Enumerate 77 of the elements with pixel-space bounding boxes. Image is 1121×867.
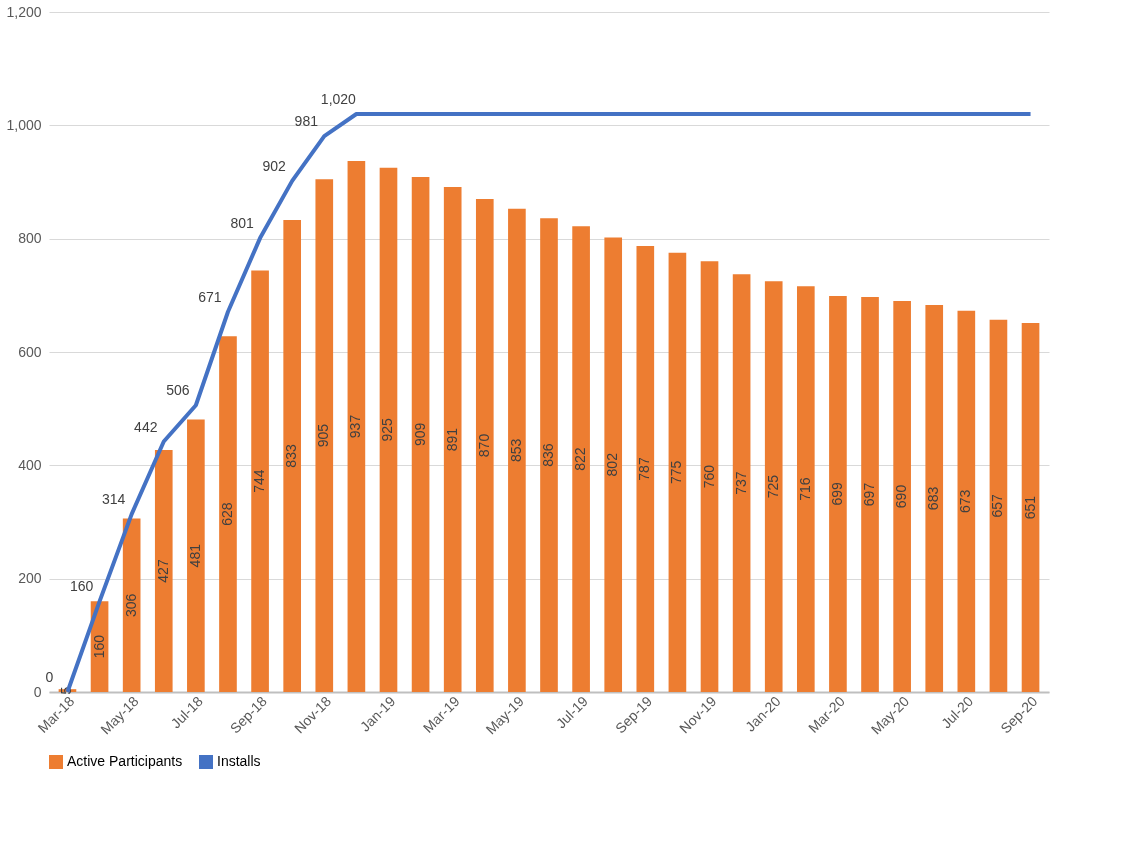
bar	[508, 208, 526, 692]
data-label: 822	[572, 447, 589, 471]
data-label: 160	[90, 634, 107, 659]
bar	[989, 319, 1008, 692]
bar	[829, 295, 847, 692]
data-label: 442	[134, 418, 158, 435]
bar	[893, 301, 911, 692]
data-label: 737	[732, 471, 749, 495]
y-tick-label: 1,000	[6, 116, 42, 133]
bar	[315, 179, 334, 692]
data-label: 699	[828, 482, 845, 506]
bar	[700, 261, 719, 692]
data-label: 787	[636, 457, 653, 481]
data-label: 657	[989, 493, 1006, 518]
data-label: 651	[1021, 495, 1038, 520]
bar	[636, 246, 655, 692]
bar	[219, 336, 237, 692]
y-tick-label: 800	[18, 230, 42, 247]
data-label: 160	[69, 578, 94, 595]
bar	[668, 252, 687, 692]
data-label: 725	[764, 474, 781, 499]
bar	[732, 274, 751, 692]
data-label: 801	[230, 215, 254, 232]
data-label: 306	[122, 593, 139, 617]
data-label: 744	[251, 469, 268, 493]
y-tick-label: 200	[18, 570, 42, 587]
bar	[251, 270, 269, 692]
data-label: 905	[315, 423, 332, 448]
data-label: 1,020	[320, 91, 357, 107]
data-label: 902	[262, 157, 287, 174]
data-label: 802	[604, 452, 621, 477]
data-label: 937	[347, 414, 364, 439]
data-label: 870	[475, 433, 492, 458]
legend-label: Active Participants	[67, 753, 183, 769]
data-label: 697	[861, 482, 878, 507]
data-label: 716	[796, 477, 813, 501]
data-label: 836	[540, 443, 556, 467]
bar	[187, 419, 205, 692]
data-label: 833	[283, 444, 300, 468]
data-label: 690	[893, 484, 910, 509]
bar	[154, 450, 173, 692]
data-label: 628	[218, 502, 235, 526]
y-tick-label: 0	[33, 683, 42, 700]
bar	[540, 218, 558, 692]
bar	[572, 226, 590, 692]
data-label: 853	[507, 438, 524, 462]
data-label: 683	[925, 486, 942, 511]
bar	[925, 304, 944, 692]
y-tick-label: 400	[18, 456, 42, 473]
data-label: 925	[379, 418, 396, 442]
data-label: 981	[294, 113, 319, 130]
data-label: 775	[668, 460, 685, 485]
bar	[283, 219, 302, 692]
bar	[604, 237, 623, 692]
data-label: 891	[443, 427, 460, 452]
data-label: 314	[101, 491, 126, 508]
data-label: 671	[198, 288, 222, 305]
bar	[764, 281, 783, 692]
legend-label: Installs	[217, 753, 261, 769]
bar	[411, 176, 430, 692]
bar	[1021, 323, 1040, 692]
y-tick-label: 600	[18, 343, 42, 360]
bar	[475, 199, 494, 692]
data-label: 0	[45, 669, 54, 685]
bar	[957, 310, 976, 692]
y-tick-label: 1,200	[6, 3, 42, 20]
bar	[443, 187, 462, 692]
bar	[379, 167, 398, 692]
data-label: 506	[166, 382, 190, 399]
bar	[796, 286, 815, 692]
bar	[861, 297, 879, 692]
data-label: 760	[700, 464, 717, 489]
data-label: 481	[186, 543, 203, 568]
bar	[347, 161, 366, 692]
data-label: 909	[411, 422, 428, 447]
data-label: 673	[957, 489, 974, 513]
data-label: 427	[154, 559, 171, 583]
